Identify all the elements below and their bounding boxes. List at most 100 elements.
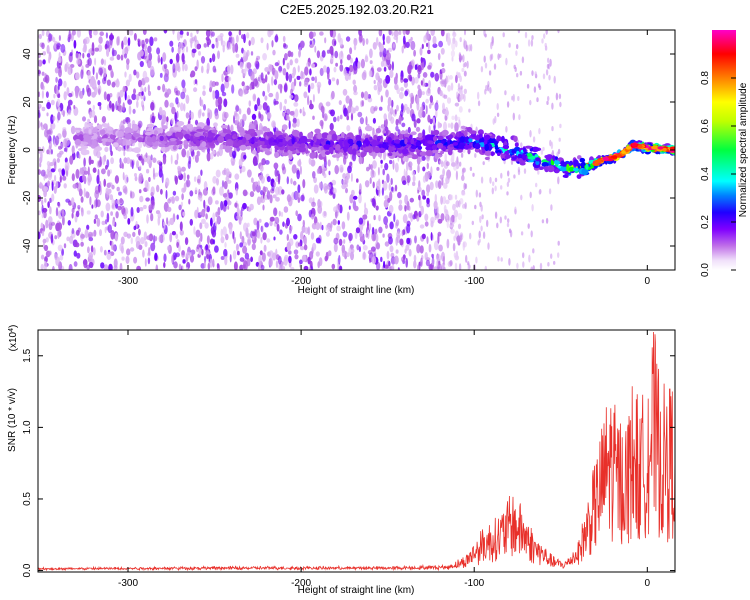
spectrogram-speckle <box>407 64 412 75</box>
spectrogram-speckle <box>335 62 338 67</box>
spectrogram-speckle <box>288 250 292 255</box>
spectrogram-speckle <box>508 42 511 48</box>
spectrogram-speckle <box>312 31 316 37</box>
spectrogram-speckle <box>242 113 247 122</box>
spectrogram-ridge-cell <box>562 174 569 178</box>
spectrogram-speckle <box>171 196 176 204</box>
spectrogram-ridge-cell <box>431 145 438 150</box>
spectrogram-speckle <box>38 109 41 118</box>
spectrogram-ridge-cell <box>282 134 287 138</box>
spectrogram-speckle <box>424 213 429 222</box>
spectrogram-speckle <box>87 57 92 67</box>
spectrogram-speckle <box>144 86 147 93</box>
spectrogram-speckle <box>190 38 193 49</box>
spectrogram-speckle <box>405 30 410 35</box>
spectrogram-speckle <box>159 163 163 172</box>
spectrogram-speckle <box>267 83 270 93</box>
spectrogram-speckle <box>124 71 127 78</box>
spectrogram-speckle <box>194 154 199 163</box>
spectrogram-speckle <box>268 92 274 98</box>
spectrogram-speckle <box>338 238 343 246</box>
spectrogram-speckle <box>188 155 192 165</box>
spectrogram-speckle <box>296 75 301 80</box>
spectrogram-speckle <box>428 264 433 270</box>
spectrogram-speckle <box>429 95 434 103</box>
spectrogram-speckle <box>220 228 223 238</box>
spectrogram-speckle <box>550 253 553 259</box>
spectrogram-speckle <box>108 263 113 270</box>
spectrogram-speckle <box>207 196 213 206</box>
spectrogram-speckle <box>142 104 145 112</box>
spectrogram-speckle <box>150 186 155 196</box>
spectrogram-speckle <box>408 205 411 211</box>
spectrogram-speckle <box>288 255 292 264</box>
spectrogram-ridge-cell <box>117 130 124 138</box>
spectrogram-speckle <box>110 211 113 216</box>
spectrogram-speckle <box>61 210 65 219</box>
spectrogram-speckle <box>296 118 300 128</box>
spectrogram-speckle <box>133 33 137 41</box>
spectrogram-speckle <box>464 30 466 36</box>
colorbar-tick-label: 0.2 <box>700 215 711 229</box>
spectrogram-speckle <box>139 207 144 212</box>
spectrogram-ridge-cell <box>400 130 407 135</box>
spectrogram-speckle <box>107 224 113 234</box>
spectrogram-speckle <box>340 59 343 65</box>
spectrogram-speckle <box>426 184 431 194</box>
spectrogram-speckle <box>397 267 400 270</box>
spectrogram-speckle <box>103 178 106 187</box>
spectrogram-speckle <box>136 207 140 213</box>
spectrogram-ridge-cell <box>576 174 582 180</box>
spectrogram-ridge-cell <box>478 133 483 139</box>
spectrogram-ridge-core <box>669 146 675 151</box>
spectrogram-speckle <box>379 43 384 53</box>
spectrogram-speckle <box>324 37 327 44</box>
spectrogram-ridge-cell <box>535 160 540 166</box>
spectrogram-speckle <box>73 39 77 49</box>
spectrogram-ridge-cell <box>494 140 499 146</box>
spectrogram-speckle <box>447 74 450 83</box>
spectrogram-speckle <box>557 30 560 34</box>
spectrogram-speckle <box>95 72 98 80</box>
spectrogram-ridge-cell <box>417 132 423 138</box>
snr-multiplier-base: (x10 <box>8 331 19 351</box>
spectrogram-ridge-cell <box>288 152 293 160</box>
spectrogram-speckle <box>388 204 394 214</box>
spectrogram-speckle <box>138 79 142 88</box>
spectrogram-speckle <box>292 180 297 186</box>
spectrogram-speckle <box>152 157 157 163</box>
spectrogram-speckle <box>147 257 151 265</box>
spectrogram-speckle <box>312 115 315 121</box>
spectrogram-ridge-cell <box>463 129 468 138</box>
spectrogram-speckle <box>368 70 373 77</box>
snr-x-tick-label: 0 <box>645 578 651 589</box>
spectrogram-speckle <box>374 228 378 235</box>
spectrogram-speckle <box>368 223 372 231</box>
spectrogram-speckle <box>272 194 277 199</box>
spectrogram-ridge-cell <box>298 146 306 153</box>
spectrogram-speckle <box>405 170 408 178</box>
spectrogram-ridge-cell <box>518 158 523 163</box>
spectrogram-speckle <box>273 162 279 170</box>
spectrogram-speckle <box>395 118 399 126</box>
spectrogram-speckle <box>249 83 252 91</box>
spectrogram-speckle <box>383 66 387 72</box>
spectrogram-speckle <box>403 78 409 83</box>
spectrogram-speckle <box>304 78 309 85</box>
spectrogram-ridge-cell <box>272 134 277 139</box>
spectrogram-speckle <box>237 61 241 66</box>
spectrogram-speckle <box>134 173 137 177</box>
spectrogram-speckle <box>400 87 404 92</box>
spectrogram-speckle <box>376 180 381 191</box>
spectrogram-speckle <box>375 233 379 243</box>
spectrogram-speckle <box>244 252 250 260</box>
spectrogram-ridge-cell <box>474 143 481 150</box>
spectrogram-ridge-cell <box>291 129 300 137</box>
spectrogram-speckle <box>300 231 304 241</box>
spectrogram-speckle <box>41 146 45 153</box>
spectrogram-speckle <box>212 258 215 268</box>
spectrogram-speckle <box>142 30 147 35</box>
spectrogram-speckle <box>86 87 92 97</box>
spectrogram-ridge-cell <box>463 145 472 149</box>
spectrogram-ridge-cell <box>425 149 433 157</box>
